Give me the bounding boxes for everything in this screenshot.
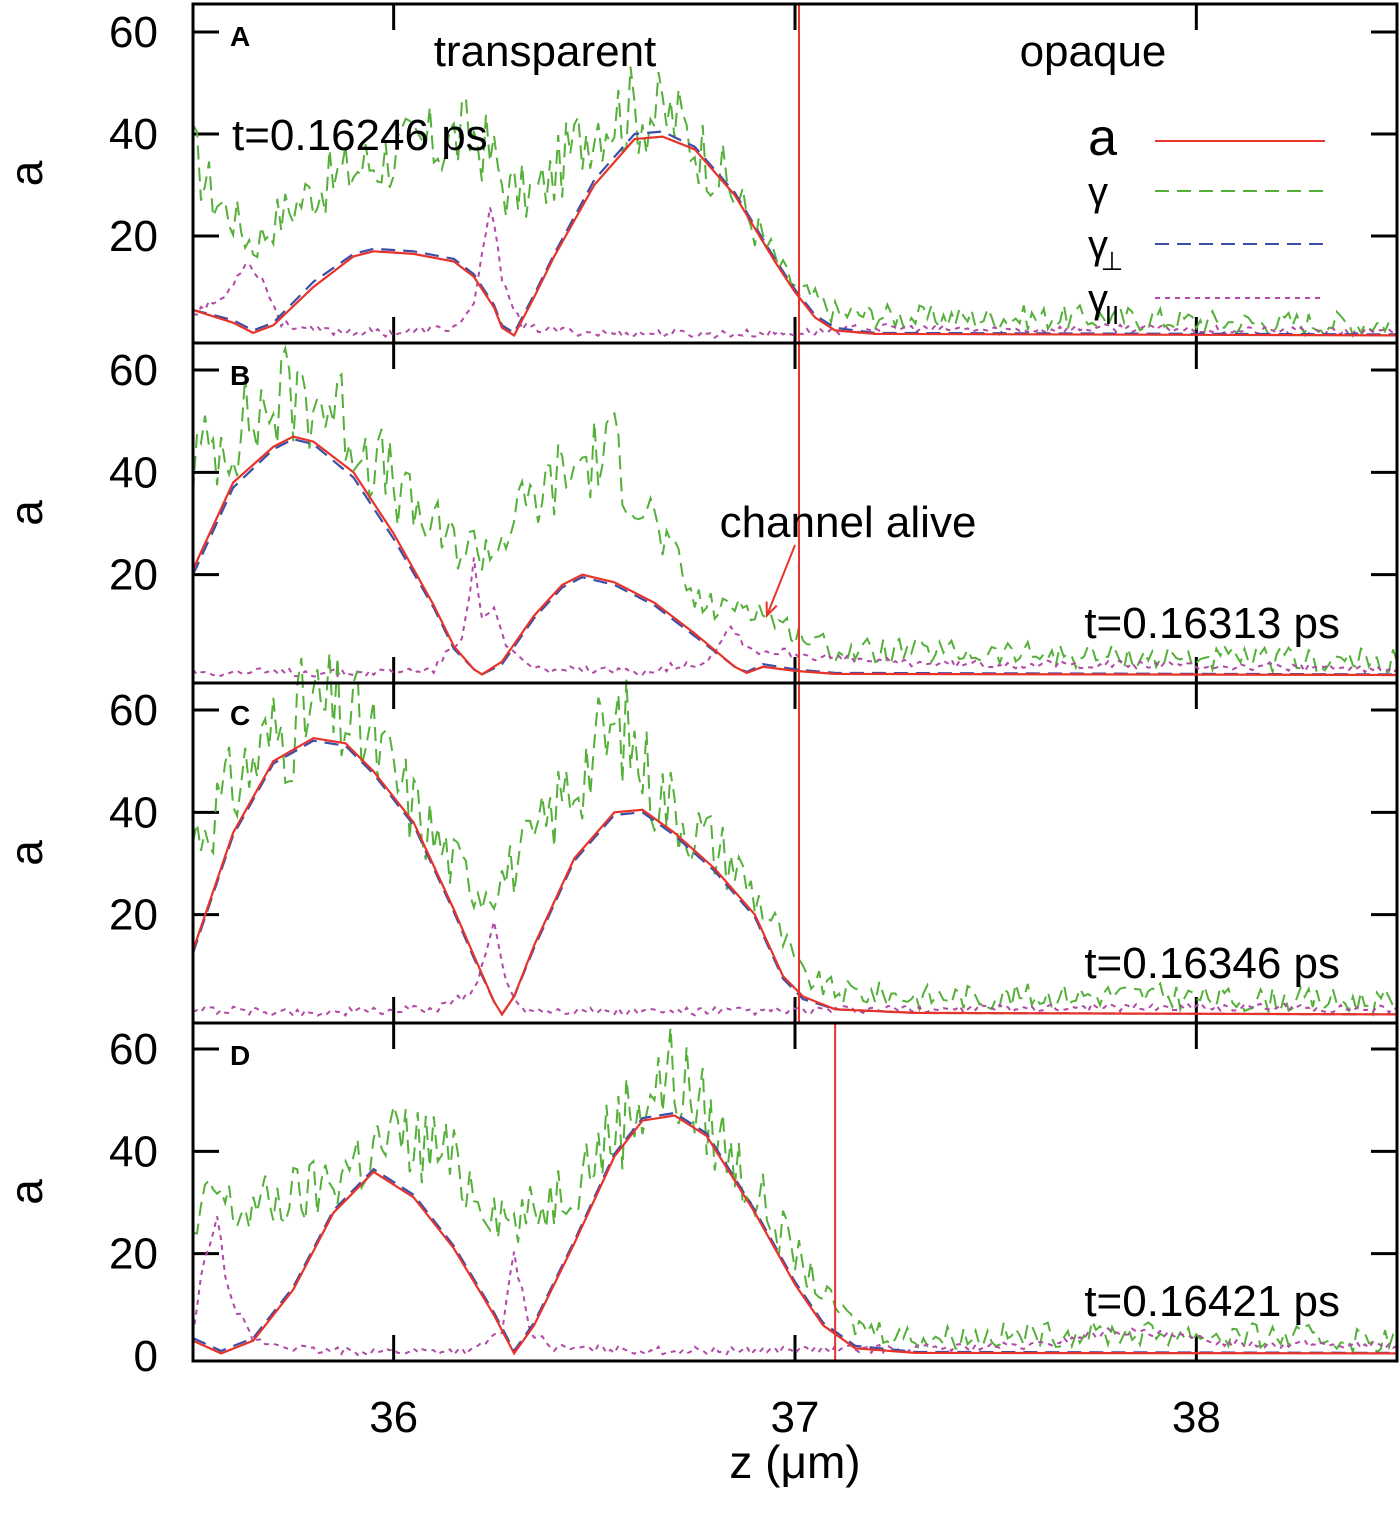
panel-a: 20 40 60 a At=0.16246 ps — [0, 2, 1399, 345]
time-label: t=0.16421 ps — [1084, 1277, 1340, 1326]
annotation-arrow — [765, 544, 796, 616]
panel-letter: A — [230, 21, 250, 52]
legend-subscript: ⊥ — [1101, 246, 1124, 276]
region-label-transparent: transparent — [434, 27, 657, 76]
series-gamma — [192, 344, 1398, 676]
legend-entry: a — [1088, 109, 1325, 167]
legend-entry: γ — [1088, 170, 1325, 214]
annotation-arrowhead — [765, 601, 778, 618]
y-tick-label: 0 — [134, 1332, 158, 1381]
y-tick-label: 40 — [109, 1127, 158, 1176]
legend-subscript: II — [1105, 300, 1119, 330]
time-label: t=0.16313 ps — [1084, 599, 1340, 648]
panel-d: 0 20 40 60 a Dt=0.16421 ps — [0, 1021, 1399, 1381]
annotation-text: channel alive — [720, 498, 977, 547]
x-tick-label: 38 — [1172, 1393, 1221, 1442]
y-tick-label: 60 — [109, 1025, 158, 1074]
y-tick-label: 40 — [109, 788, 158, 837]
y-axis-label: a — [0, 840, 52, 866]
panel-letter: C — [230, 700, 250, 731]
panel-letter: D — [230, 1040, 250, 1071]
series-gamma — [192, 1027, 1398, 1356]
series-gamma-perp — [192, 1111, 1398, 1354]
y-tick-label: 60 — [109, 346, 158, 395]
legend-entry: γ⊥ — [1088, 223, 1325, 276]
y-tick-label: 20 — [109, 891, 158, 940]
x-axis-label: z (μm) — [729, 1436, 860, 1488]
series-gamma-par — [192, 921, 1398, 1018]
series-gamma-perp — [192, 130, 1398, 336]
x-tick-label: 36 — [369, 1393, 418, 1442]
panel-letter: B — [230, 360, 250, 391]
series-a — [192, 135, 1398, 337]
y-tick-label: 20 — [109, 551, 158, 600]
time-label: t=0.16346 ps — [1084, 939, 1340, 988]
legend-entry: γII — [1088, 277, 1325, 330]
y-tick-label: 20 — [109, 212, 158, 261]
panel-c: 20 40 60 a Ct=0.16346 ps — [0, 652, 1399, 1025]
y-tick-label: 20 — [109, 1230, 158, 1279]
legend-label: a — [1088, 109, 1117, 167]
panels: 20 40 60 a At=0.16246 ps 20 40 60 a Bt=0.16313 ps… — [0, 2, 1399, 1381]
y-tick-label: 60 — [109, 686, 158, 735]
panel-b: 20 40 60 a Bt=0.16313 ps — [0, 341, 1399, 685]
y-axis-label: a — [0, 500, 52, 526]
y-axis-label: a — [0, 1179, 52, 1205]
series-gamma-perp — [192, 437, 1398, 676]
y-tick-label: 60 — [109, 8, 158, 57]
legend-label: γ — [1088, 277, 1108, 321]
region-label-opaque: opaque — [1020, 27, 1167, 76]
time-label: t=0.16246 ps — [232, 111, 488, 160]
y-tick-label: 40 — [109, 448, 158, 497]
x-tick-label: 37 — [771, 1393, 820, 1442]
y-tick-label: 40 — [109, 110, 158, 159]
series-gamma-par — [192, 557, 1398, 678]
legend-label: γ — [1088, 223, 1108, 267]
series-a — [191, 736, 1398, 1017]
y-axis-label: a — [0, 160, 52, 186]
series-gamma — [192, 66, 1398, 339]
legend-label: γ — [1088, 170, 1108, 214]
series-a — [192, 435, 1398, 677]
panel-frame — [191, 1021, 1399, 1363]
series-a — [192, 1114, 1398, 1356]
series-gamma — [192, 652, 1398, 1018]
